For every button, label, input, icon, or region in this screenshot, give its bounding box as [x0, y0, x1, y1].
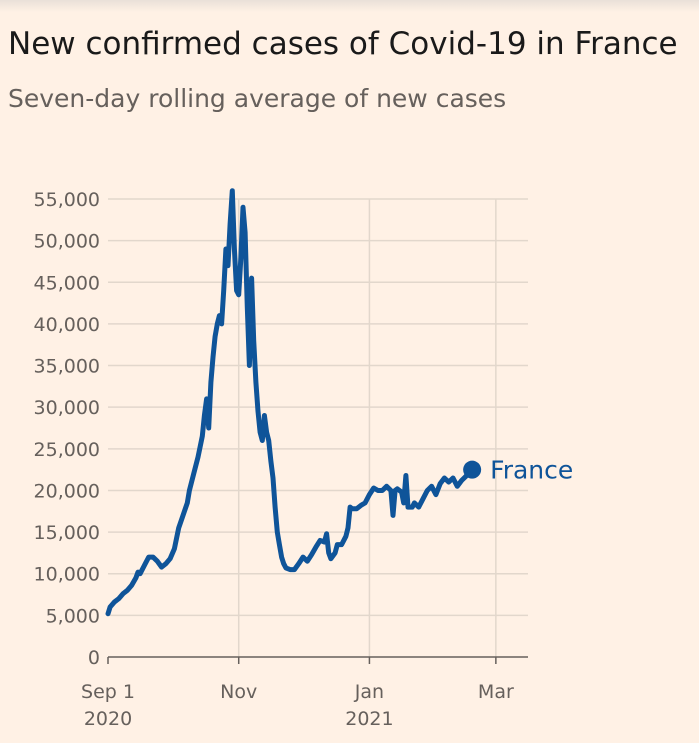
x-tick-sublabel: 2021 [345, 708, 393, 730]
y-tick-label: 0 [88, 647, 100, 669]
x-tick-label: Mar [478, 681, 514, 703]
y-tick-label: 55,000 [34, 189, 100, 211]
series-line-france [105, 188, 473, 617]
chart-title: New confirmed cases of Covid-19 in Franc… [8, 26, 678, 62]
series-end-marker [463, 460, 482, 479]
x-axis: Sep 1 2020 Nov Jan 2021 Mar [81, 656, 528, 730]
y-tick-label: 5,000 [46, 605, 100, 627]
x-tick-label: Nov [220, 681, 257, 703]
y-tick-label: 20,000 [34, 480, 100, 502]
y-tick-label: 35,000 [34, 356, 100, 378]
y-tick-label: 15,000 [34, 522, 100, 544]
y-tick-label: 50,000 [34, 231, 100, 253]
legend-label-france: France [490, 456, 573, 485]
x-tick-label: Jan [354, 681, 384, 703]
chart-subtitle: Seven-day rolling average of new cases [8, 84, 507, 113]
y-tick-label: 40,000 [34, 314, 100, 336]
y-tick-label: 30,000 [34, 397, 100, 419]
x-tick-label: Sep 1 [81, 681, 135, 703]
x-tick-sublabel: 2020 [84, 708, 132, 730]
y-tick-label: 25,000 [34, 439, 100, 461]
grid [108, 198, 528, 657]
y-tick-label: 10,000 [34, 564, 100, 586]
top-border [0, 0, 699, 12]
y-tick-label: 45,000 [34, 272, 100, 294]
series-layer: France [105, 188, 573, 617]
y-axis: 0 5,000 10,000 15,000 20,000 25,000 30,000 35,0… [34, 189, 100, 669]
